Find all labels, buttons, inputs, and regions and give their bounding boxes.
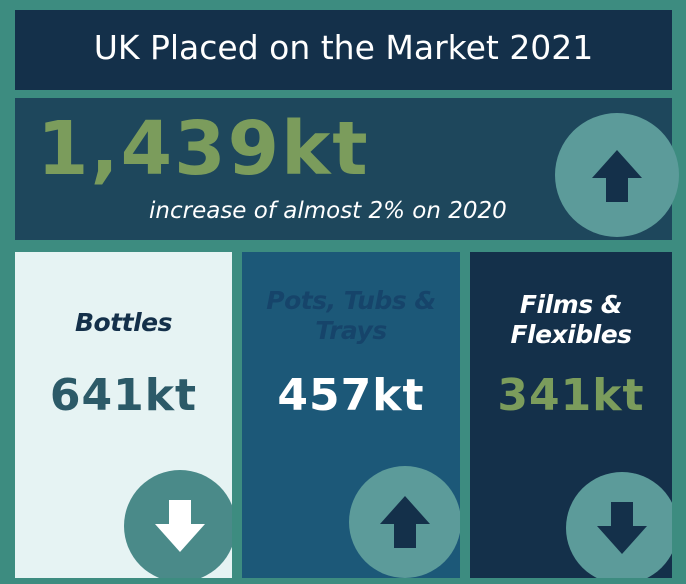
- card-arrow: [124, 470, 232, 578]
- card-value: 341kt: [497, 370, 645, 421]
- card-label: Pots, Tubs & Trays: [266, 286, 436, 345]
- card-value: 641kt: [49, 370, 198, 421]
- card-label: Films & Flexibles: [510, 290, 632, 349]
- card-value: 457kt: [277, 370, 425, 421]
- arrow-down: [597, 502, 647, 554]
- card-label: Bottles: [74, 308, 173, 337]
- headline-value: 1,439kt: [37, 106, 370, 192]
- arrow-up: [380, 496, 430, 548]
- header: UK Placed on the Market 2021: [15, 10, 672, 90]
- card-pots: Pots, Tubs & Trays 457kt: [242, 252, 460, 578]
- card-arrow: [349, 466, 460, 578]
- headline-panel: 1,439kt increase of almost 2% on 2020: [15, 98, 672, 240]
- card-arrow: [566, 472, 672, 578]
- arrow-down: [155, 500, 205, 552]
- title: UK Placed on the Market 2021: [93, 28, 594, 67]
- headline-subtitle: increase of almost 2% on 2020: [149, 198, 507, 224]
- card-bottles: Bottles 641kt: [15, 252, 232, 578]
- card-films: Films & Flexibles 341kt: [470, 252, 672, 578]
